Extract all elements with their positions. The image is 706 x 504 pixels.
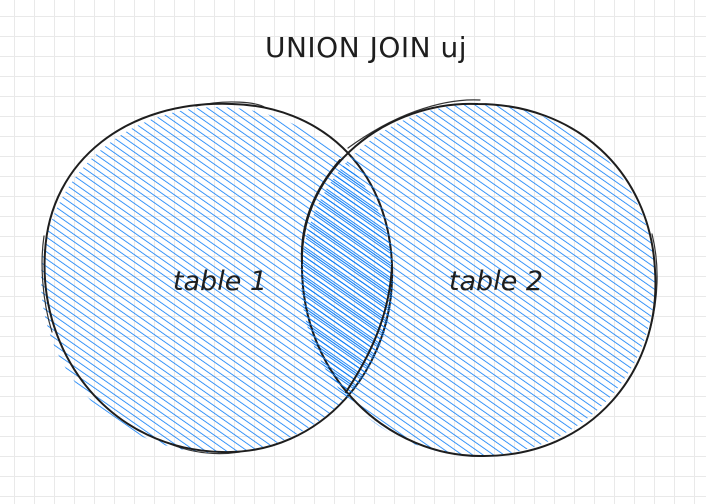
set-table-1-fill	[41, 107, 393, 453]
set-table-1-outline-sketch	[41, 101, 267, 455]
diagram-title: UNION JOIN uj	[265, 31, 467, 64]
set-table-2-outline-sketch	[347, 99, 658, 331]
set-table-2-label: table 2	[449, 266, 543, 297]
set-table-2-fill	[301, 104, 655, 456]
intersection-outline	[300, 159, 393, 393]
set-table-1-label: table 1	[173, 266, 267, 297]
set-table-2	[300, 99, 658, 458]
